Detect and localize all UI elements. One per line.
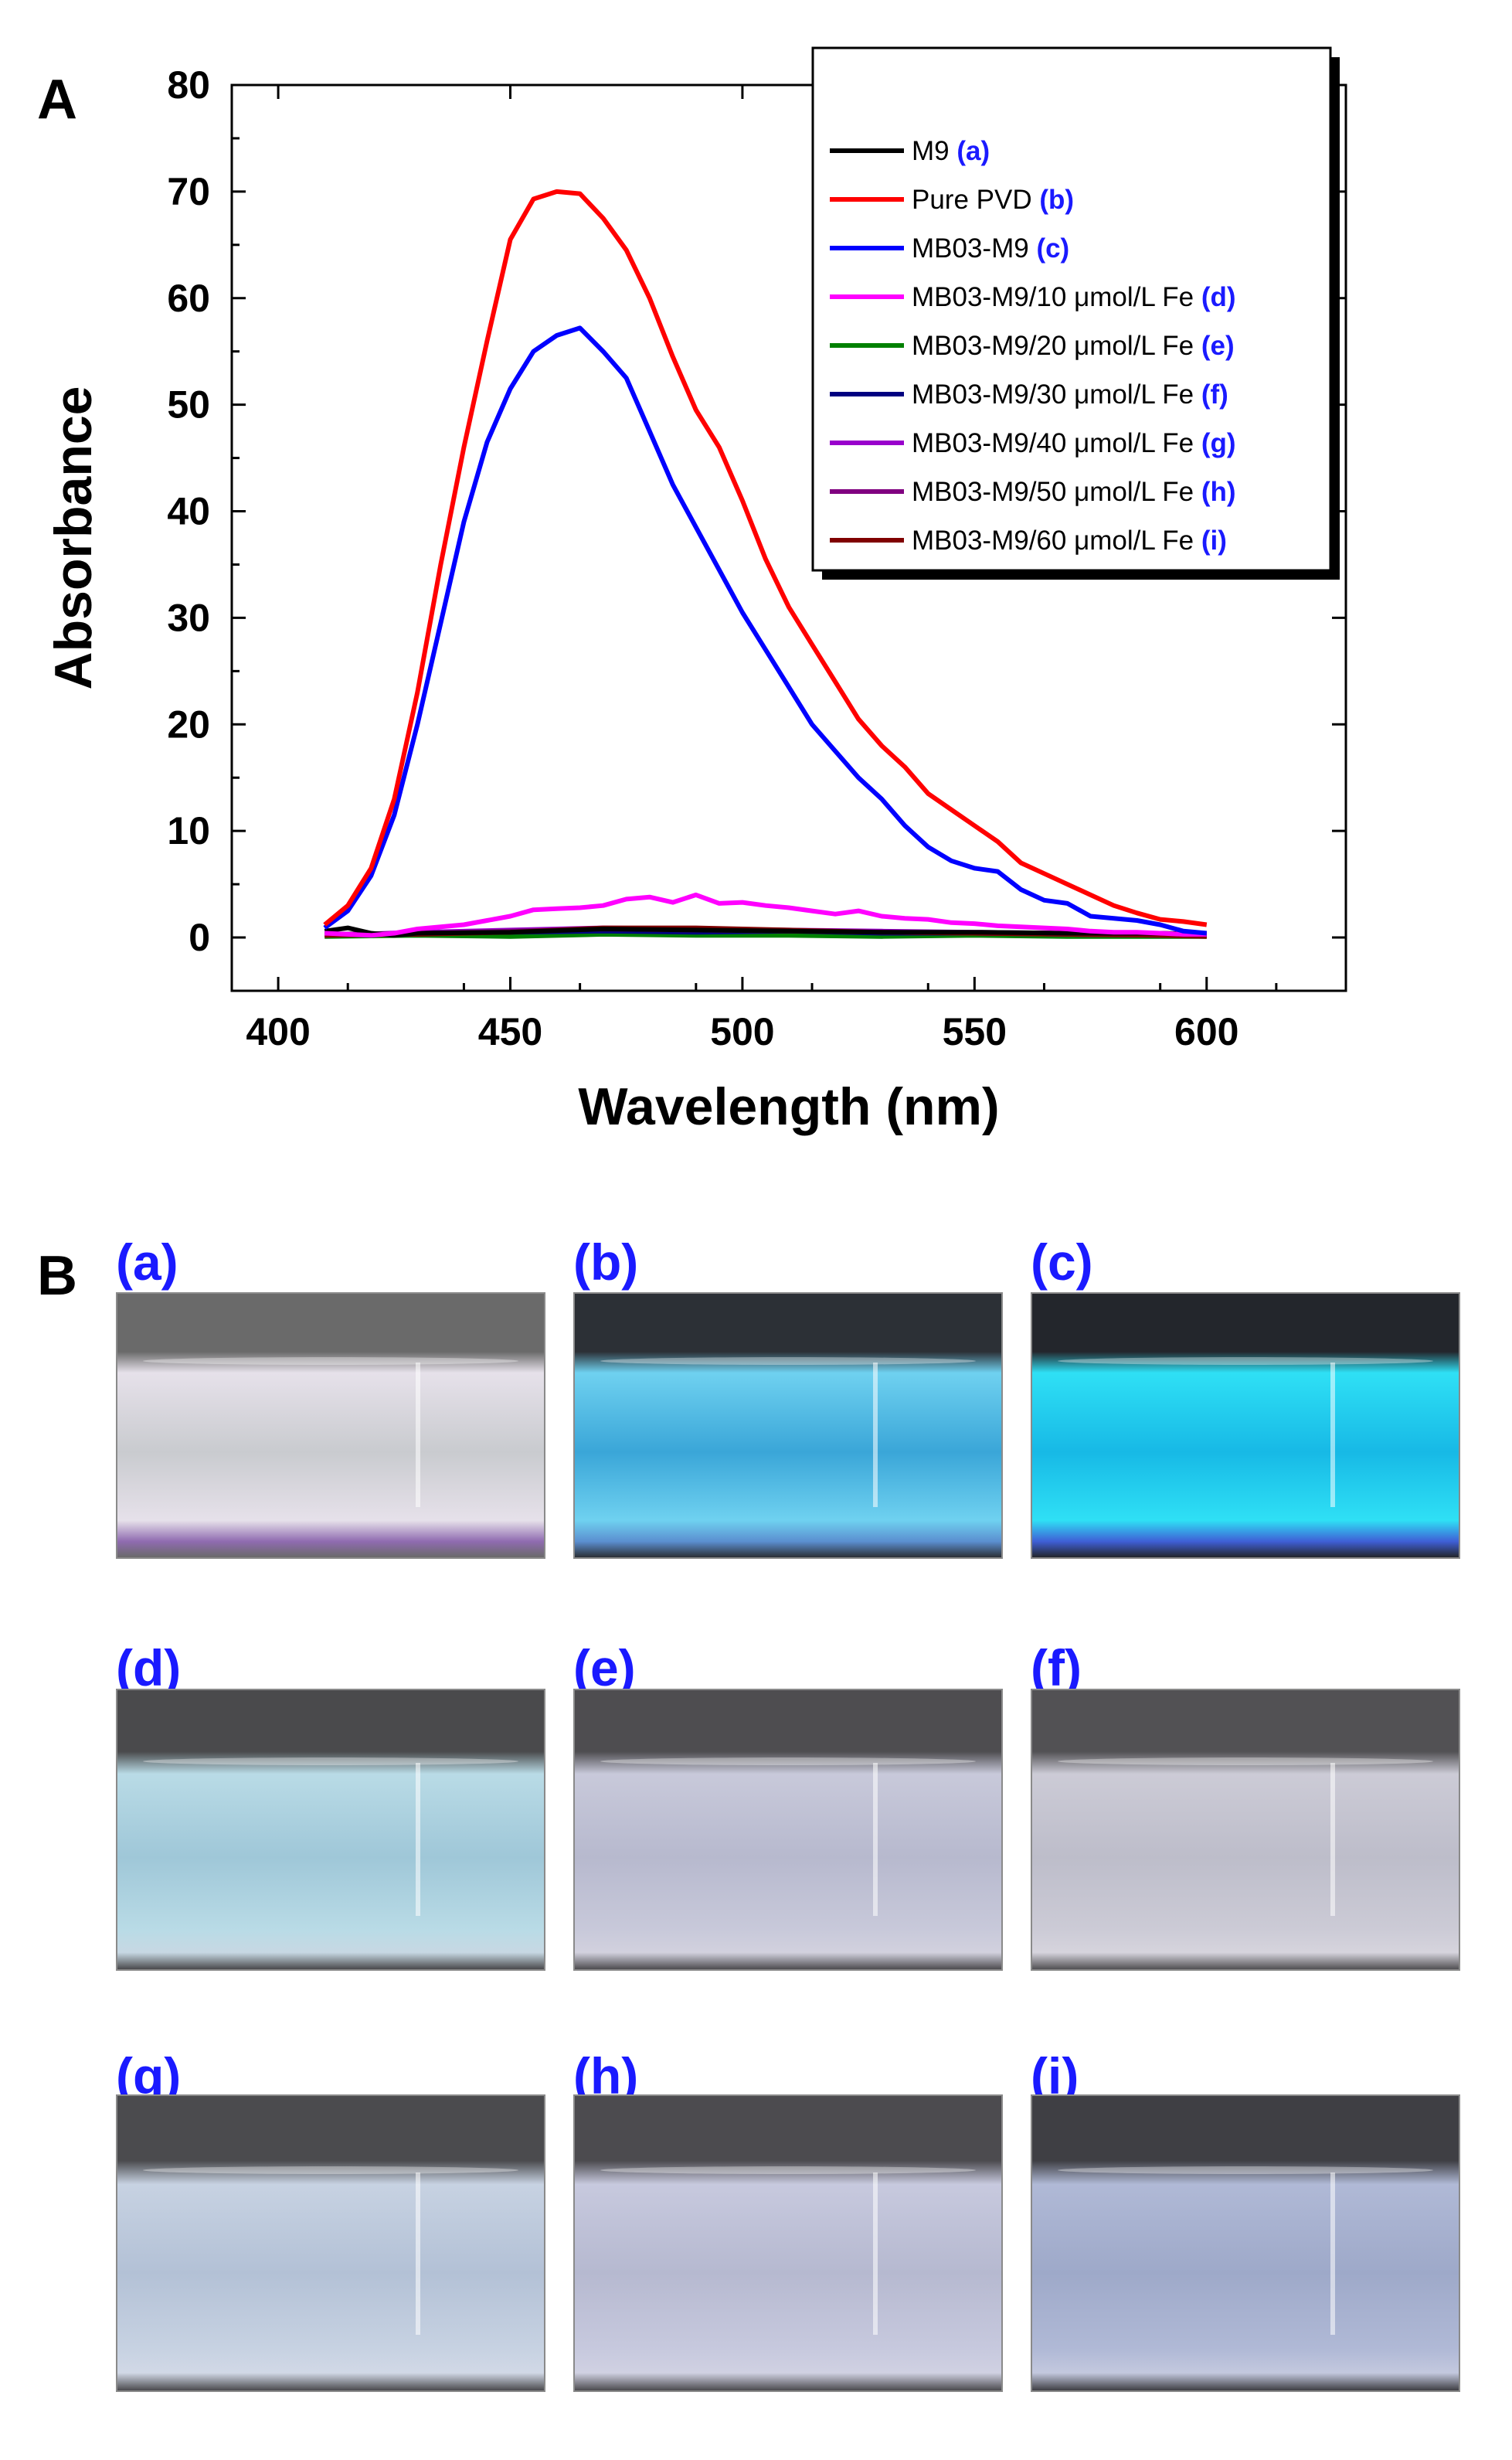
vial-glare — [416, 2172, 421, 2335]
x-tick-label: 550 — [943, 1010, 1007, 1053]
y-tick-label: 0 — [189, 916, 210, 959]
vial-rim — [143, 1757, 518, 1765]
vial-photo — [1031, 2094, 1460, 2392]
legend-entry: M9 (a) — [912, 136, 990, 166]
legend-entry-tag: (d) — [1201, 282, 1236, 312]
vial-photo — [1031, 1292, 1460, 1559]
legend-box — [811, 46, 1332, 572]
legend-entry-tag: (e) — [1201, 331, 1235, 361]
legend-entry: MB03-M9/30 μmol/L Fe (f) — [912, 379, 1228, 410]
vial-glare — [873, 1762, 878, 1917]
series-line-d — [324, 892, 1207, 938]
vial-rim — [143, 2166, 518, 2175]
x-tick-label: 400 — [246, 1010, 310, 1053]
legend-entry-tag: (a) — [956, 136, 990, 166]
photo-label: (e) — [573, 1639, 636, 1696]
legend-entry-tag: (c) — [1036, 233, 1069, 264]
legend-entry-name: Pure PVD — [912, 185, 1039, 215]
panel-a-letter: A — [37, 69, 77, 131]
vial-rim — [600, 1757, 976, 1765]
photo-label: (a) — [116, 1233, 178, 1291]
x-tick-label: 500 — [710, 1010, 774, 1053]
vial-rim — [1058, 1757, 1433, 1765]
y-axis-label: Absorbance — [44, 386, 103, 690]
vial-rim — [600, 1356, 976, 1365]
legend-entry: Pure PVD (b) — [912, 185, 1074, 215]
vial-glare — [873, 2172, 878, 2335]
legend-entry: MB03-M9 (c) — [912, 233, 1069, 264]
legend-entry-tag: (f) — [1201, 379, 1228, 410]
y-tick-label: 70 — [167, 170, 210, 213]
vial-photo — [1031, 1689, 1460, 1971]
legend-entry-name: MB03-M9/10 μmol/L Fe — [912, 282, 1201, 312]
x-tick-label: 450 — [478, 1010, 542, 1053]
vial-photo — [573, 1689, 1003, 1971]
legend-entry: MB03-M9/10 μmol/L Fe (d) — [912, 282, 1236, 312]
y-tick-label: 10 — [167, 809, 210, 852]
legend-entry: MB03-M9/50 μmol/L Fe (h) — [912, 477, 1236, 507]
vial-glare — [1330, 2172, 1336, 2335]
series-line-b — [323, 189, 1208, 927]
x-tick-label: 600 — [1174, 1010, 1238, 1053]
photo-label: (d) — [116, 1639, 182, 1696]
photo-label: (f) — [1031, 1639, 1082, 1696]
vial-glare — [1330, 1362, 1336, 1508]
vial-glare — [416, 1762, 421, 1917]
vial-photo — [573, 1292, 1003, 1559]
legend-entry-tag: (i) — [1201, 526, 1227, 556]
y-tick-label: 80 — [167, 63, 210, 107]
legend-entry-name: MB03-M9/50 μmol/L Fe — [912, 477, 1201, 507]
photo-label: (b) — [573, 1233, 639, 1291]
vial-rim — [1058, 1356, 1433, 1365]
vial-glare — [416, 1362, 421, 1508]
legend-entry-tag: (b) — [1039, 185, 1074, 215]
legend-entry-tag: (g) — [1201, 428, 1236, 458]
y-tick-label: 50 — [167, 383, 210, 427]
absorbance-chart: 400 450 500 550 600 0 10 20 30 40 50 60 70 80 Waveleng… — [44, 46, 1347, 1136]
legend-entry-name: MB03-M9/40 μmol/L Fe — [912, 428, 1201, 458]
legend-entry-name: M9 — [912, 136, 956, 166]
vial-rim — [1058, 2166, 1433, 2175]
vial-photo — [116, 1292, 545, 1559]
legend-entry-name: MB03-M9/30 μmol/L Fe — [912, 379, 1201, 410]
y-tick-label: 40 — [167, 490, 210, 533]
vial-photo — [116, 2094, 545, 2392]
plot-frame — [230, 83, 1347, 992]
y-tick-label: 30 — [167, 596, 210, 639]
series-line-c — [323, 325, 1208, 936]
vial-rim — [600, 2166, 976, 2175]
photo-label: (c) — [1031, 1233, 1093, 1291]
legend-entry-name: MB03-M9/60 μmol/L Fe — [912, 526, 1201, 556]
y-tick-label: 20 — [167, 703, 210, 746]
vial-photo — [573, 2094, 1003, 2392]
vial-photo — [116, 1689, 545, 1971]
legend-entry-name: MB03-M9 — [912, 233, 1036, 264]
x-axis-label: Wavelength (nm) — [578, 1077, 999, 1136]
legend-entry-tag: (h) — [1201, 477, 1236, 507]
vial-glare — [873, 1362, 878, 1508]
legend-entry: MB03-M9/40 μmol/L Fe (g) — [912, 428, 1236, 458]
panel-b-letter: B — [37, 1245, 77, 1307]
y-tick-label: 60 — [167, 277, 210, 320]
legend-entry: MB03-M9/20 μmol/L Fe (e) — [912, 331, 1235, 361]
legend-entry: MB03-M9/60 μmol/L Fe (i) — [912, 526, 1227, 556]
vial-rim — [143, 1356, 518, 1365]
legend-entry-name: MB03-M9/20 μmol/L Fe — [912, 331, 1201, 361]
vial-glare — [1330, 1762, 1336, 1917]
